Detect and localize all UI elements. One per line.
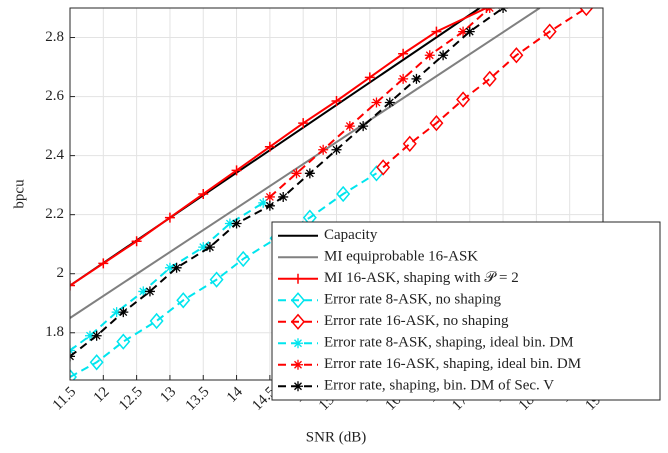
marker [429, 114, 444, 132]
marker [293, 381, 303, 392]
marker [411, 73, 422, 84]
marker [458, 26, 469, 37]
marker [204, 242, 215, 253]
y-tick-label: 2.4 [45, 147, 64, 163]
marker [264, 141, 275, 152]
marker [402, 135, 417, 152]
marker [344, 121, 355, 132]
legend-label: Error rate 8-ASK, shaping, ideal bin. DM [324, 335, 574, 351]
marker [376, 159, 391, 176]
marker [176, 292, 191, 309]
y-tick-label: 2.6 [45, 88, 64, 104]
legend: Capacity MI equiprobable 16-ASK MI 16-ASK,… [271, 221, 661, 401]
marker [164, 212, 175, 223]
legend-label: MI 16-ASK, shaping with 𝒫 = 2 [324, 270, 519, 286]
marker [278, 191, 289, 202]
plot-area [70, 8, 594, 380]
marker [438, 50, 449, 61]
marker [293, 338, 303, 349]
marker [264, 200, 275, 211]
marker [424, 50, 435, 61]
marker [118, 307, 129, 318]
legend-label: Capacity [324, 227, 378, 243]
marker [224, 218, 235, 229]
marker [70, 280, 75, 291]
marker [70, 368, 77, 380]
y-tick-label: 1.8 [45, 324, 64, 340]
marker [384, 97, 395, 108]
marker [258, 197, 269, 208]
marker [291, 168, 302, 179]
marker [371, 97, 382, 108]
series-line [70, 202, 264, 352]
marker [138, 286, 149, 297]
marker [579, 8, 594, 17]
marker [111, 307, 122, 318]
marker [231, 165, 242, 176]
marker [144, 286, 155, 297]
marker [398, 48, 409, 59]
y-tick-label: 2.8 [45, 29, 64, 45]
marker [116, 333, 131, 350]
legend-label: Error rate, shaping, bin. DM of Sec. V [324, 378, 554, 394]
marker [236, 250, 251, 268]
marker [89, 354, 104, 371]
marker [464, 26, 475, 37]
series-line [70, 172, 378, 378]
series-line [269, 8, 491, 198]
legend-label: Error rate 8-ASK, no shaping [324, 292, 502, 308]
marker [291, 313, 305, 330]
y-axis-label: bpcu [11, 179, 27, 209]
marker [318, 144, 329, 155]
y-tick-label: 2 [57, 265, 65, 281]
marker [91, 330, 102, 341]
marker [231, 218, 242, 229]
marker [131, 236, 142, 247]
marker [358, 121, 369, 132]
marker [509, 47, 524, 64]
marker [198, 189, 209, 199]
marker [264, 191, 275, 202]
marker [331, 96, 342, 106]
marker [293, 273, 303, 284]
x-axis-label: SNR (dB) [306, 429, 366, 445]
marker [84, 330, 95, 341]
marker [331, 144, 342, 155]
marker [336, 185, 351, 203]
marker [398, 73, 409, 84]
marker [149, 312, 164, 330]
marker [209, 271, 224, 288]
marker [198, 242, 209, 253]
marker [164, 262, 175, 273]
marker [456, 91, 471, 108]
legend-label: Error rate 16-ASK, no shaping [324, 313, 509, 329]
marker [298, 118, 309, 129]
marker [542, 23, 557, 40]
marker [364, 72, 375, 83]
y-tick-label: 2.2 [45, 206, 64, 222]
marker [431, 26, 442, 37]
legend-label: MI equiprobable 16-ASK [324, 249, 478, 265]
series-line [70, 8, 541, 319]
legend-label: Error rate 16-ASK, shaping, ideal bin. D… [324, 356, 581, 372]
marker [304, 168, 315, 179]
marker [98, 258, 109, 269]
series-line [382, 8, 587, 169]
legend-box [271, 221, 661, 401]
marker [291, 292, 305, 309]
marker [293, 359, 303, 370]
marker [171, 262, 182, 273]
marker [482, 70, 497, 88]
